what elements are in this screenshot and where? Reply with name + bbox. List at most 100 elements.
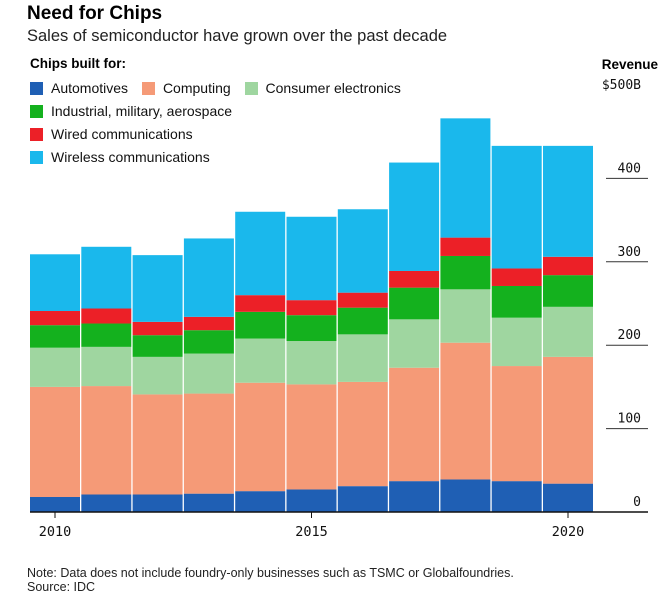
bar-computing-2014	[235, 382, 286, 492]
x-tick-label-2010: 2010	[39, 524, 72, 540]
bar-computing-2020	[543, 356, 593, 484]
legend-swatch-industrial	[30, 104, 43, 118]
legend-label-automotives: Automotives	[51, 80, 129, 96]
legend-swatch-consumer-electronics	[244, 81, 258, 95]
bar-consumer-electronics-2010	[30, 347, 80, 387]
bar-computing-2011	[81, 386, 132, 495]
bar-consumer-electronics-2017	[389, 319, 440, 368]
bar-consumer-electronics-2015	[286, 341, 337, 385]
legend-item-consumer-electronics: Consumer electronics	[244, 80, 401, 96]
bar-automotives-2017	[389, 481, 440, 512]
bar-computing-2019	[491, 366, 542, 482]
legend-row-1: Automotives Computing Consumer electroni…	[30, 80, 411, 98]
bar-automotives-2019	[491, 481, 542, 512]
y-tick-label-400: 400	[618, 161, 641, 176]
bar-wireless-communications-2010	[30, 254, 80, 311]
bar-consumer-electronics-2020	[543, 306, 593, 357]
chart-title: Need for Chips	[27, 3, 163, 24]
y-tick-label-300: 300	[618, 245, 641, 260]
legend-item-wireless: Wireless communications	[30, 149, 210, 165]
bar-consumer-electronics-2018	[440, 289, 491, 343]
legend-row-2: Industrial, military, aerospace	[30, 103, 242, 121]
legend-item-wired: Wired communications	[30, 126, 193, 142]
bar-automotives-2016	[337, 486, 388, 512]
bar-automotives-2020	[543, 483, 593, 512]
bar-consumer-electronics-2014	[235, 338, 286, 383]
chart-footer: Note: Data does not include foundry-only…	[27, 566, 514, 594]
bar-computing-2010	[30, 386, 80, 497]
legend-row-4: Wireless communications	[30, 149, 220, 167]
legend-item-automotives: Automotives	[30, 80, 128, 96]
bar-wireless-communications-2013	[183, 238, 234, 317]
bar-consumer-electronics-2011	[81, 346, 132, 387]
y-tick-label-500: $500B	[602, 78, 641, 93]
bar-wireless-communications-2014	[235, 211, 286, 296]
bar-industrial-military-aerospace-2011	[81, 323, 132, 347]
bar-consumer-electronics-2019	[491, 317, 542, 367]
bar-wired-communications-2014	[235, 295, 286, 312]
bar-wired-communications-2019	[491, 268, 542, 286]
bar-wireless-communications-2016	[337, 209, 388, 293]
bar-wireless-communications-2018	[440, 118, 491, 238]
bar-industrial-military-aerospace-2012	[132, 335, 183, 357]
bar-computing-2018	[440, 342, 491, 480]
bar-wired-communications-2015	[286, 300, 337, 316]
legend-label-computing: Computing	[162, 80, 231, 96]
bar-wired-communications-2012	[132, 321, 183, 336]
bar-wired-communications-2011	[81, 308, 132, 324]
bar-industrial-military-aerospace-2020	[543, 275, 593, 307]
bar-wireless-communications-2012	[132, 255, 183, 322]
bar-wireless-communications-2020	[543, 145, 593, 257]
bar-industrial-military-aerospace-2014	[235, 311, 286, 339]
bar-wired-communications-2010	[30, 311, 80, 326]
bar-automotives-2015	[286, 489, 337, 512]
legend-label-industrial: Industrial, military, aerospace	[51, 103, 233, 119]
bar-consumer-electronics-2013	[183, 353, 234, 394]
x-tick-label-2020: 2020	[552, 524, 585, 540]
bar-wired-communications-2020	[543, 256, 593, 276]
bar-automotives-2014	[235, 491, 286, 512]
y-tick-label-200: 200	[618, 328, 641, 343]
legend-row-3: Wired communications	[30, 126, 203, 144]
bar-wired-communications-2013	[183, 316, 234, 331]
bar-wired-communications-2017	[389, 270, 440, 288]
bar-automotives-2011	[81, 494, 132, 512]
legend-label-wireless: Wireless communications	[51, 149, 210, 165]
bar-automotives-2018	[440, 479, 491, 512]
bar-consumer-electronics-2012	[132, 356, 183, 395]
footer-note: Note: Data does not include foundry-only…	[27, 566, 514, 580]
bar-automotives-2013	[183, 493, 234, 512]
legend-title: Chips built for:	[30, 56, 126, 71]
legend-swatch-wireless	[30, 150, 43, 164]
bar-automotives-2012	[132, 494, 183, 512]
legend-label-consumer-electronics: Consumer electronics	[265, 80, 401, 96]
bar-industrial-military-aerospace-2018	[440, 255, 491, 290]
y-tick-label-0: 0	[633, 495, 641, 510]
bar-automotives-2010	[30, 496, 80, 512]
bar-industrial-military-aerospace-2013	[183, 330, 234, 354]
legend-item-industrial: Industrial, military, aerospace	[30, 103, 232, 119]
y-axis-label: Revenue	[601, 57, 658, 72]
bar-wireless-communications-2019	[491, 145, 542, 269]
bar-industrial-military-aerospace-2016	[337, 307, 388, 335]
legend-label-wired: Wired communications	[51, 126, 193, 142]
legend-swatch-automotives	[30, 81, 43, 95]
bar-industrial-military-aerospace-2015	[286, 315, 337, 342]
bar-wireless-communications-2017	[389, 162, 440, 271]
bar-computing-2013	[183, 393, 234, 494]
bar-wired-communications-2018	[440, 237, 491, 256]
legend-item-computing: Computing	[141, 80, 231, 96]
legend-swatch-wired	[30, 127, 43, 141]
bar-industrial-military-aerospace-2017	[389, 287, 440, 320]
bar-consumer-electronics-2016	[337, 334, 388, 382]
bar-wireless-communications-2015	[286, 216, 337, 301]
bar-computing-2012	[132, 394, 183, 495]
footer-source: Source: IDC	[27, 580, 96, 594]
y-tick-label-100: 100	[618, 412, 641, 427]
bar-computing-2017	[389, 367, 440, 482]
bar-wireless-communications-2011	[81, 246, 132, 309]
bar-computing-2016	[337, 381, 388, 487]
legend-swatch-computing	[141, 81, 155, 95]
chart-subtitle: Sales of semiconductor have grown over t…	[27, 27, 448, 45]
